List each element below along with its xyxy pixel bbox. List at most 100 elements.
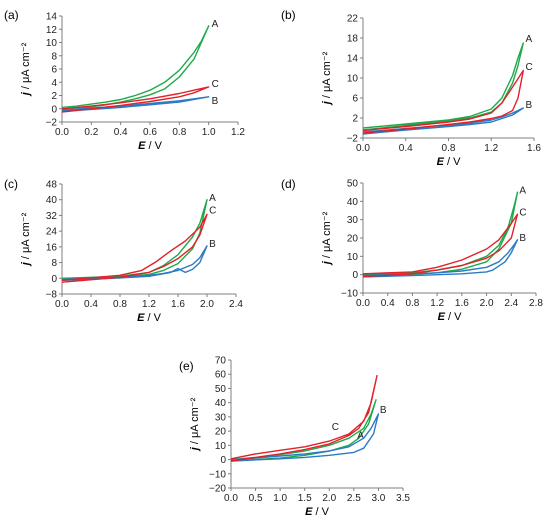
y-tick-label: 0 [220, 455, 226, 466]
series-line-C [61, 213, 208, 283]
y-tick-label: 2 [51, 91, 57, 102]
y-tick-label: 32 [46, 211, 58, 222]
x-tick-label: 0.4 [114, 127, 128, 138]
chart-panel-3: (c) 0.0 0.4 0.8 1.2 1.6 2.0 2.4 −8 0 8 16 24 32 40 48 E … [4, 177, 243, 324]
x-axis-unit: / V [312, 506, 329, 518]
y-tick-label: 2 [352, 114, 358, 125]
y-tick-label: 18 [347, 34, 359, 45]
series-line-B [230, 413, 380, 462]
x-axis-symbol: E [438, 311, 446, 323]
y-axis-symbol: j [20, 261, 32, 267]
x-tick-label: 3.0 [371, 493, 385, 504]
panel-label: (a) [4, 8, 19, 22]
panel-label: (b) [281, 8, 296, 22]
series-label-C: C [209, 206, 216, 217]
x-tick-label: 0.8 [442, 143, 456, 154]
y-axis-unit: / μA cm⁻² [20, 42, 32, 92]
y-axis-symbol: j [189, 446, 201, 452]
x-tick-label: 0.8 [405, 298, 419, 309]
series-label-A: A [212, 19, 219, 30]
y-tick-label: −2 [46, 118, 58, 129]
y-axis-symbol: j [321, 260, 333, 266]
series-label-A: A [357, 430, 364, 441]
y-tick-label: 30 [215, 412, 227, 423]
panel-label: (c) [4, 177, 18, 191]
x-tick-label: 2.8 [529, 298, 543, 309]
x-tick-label: 1.2 [430, 298, 444, 309]
y-tick-label: 60 [215, 370, 227, 381]
y-tick-label: −8 [46, 290, 58, 301]
y-tick-label: 8 [51, 51, 57, 62]
y-tick-label: 24 [46, 227, 58, 238]
x-tick-label: 2.0 [200, 299, 214, 310]
y-tick-label: 10 [347, 74, 359, 85]
series-label-A: A [525, 34, 532, 45]
x-tick-label: 2.5 [347, 493, 361, 504]
y-tick-label: 6 [51, 65, 57, 76]
x-tick-label: 0.0 [224, 493, 238, 504]
series-label-A: A [519, 185, 526, 196]
y-axis-unit: / μA cm⁻² [321, 211, 333, 261]
series-label-B: B [209, 239, 216, 250]
y-axis-symbol: j [321, 100, 333, 106]
x-axis-label: E / V [438, 311, 463, 323]
y-tick-label: 50 [215, 384, 227, 395]
y-tick-label: 20 [215, 427, 227, 438]
y-tick-label: 10 [347, 252, 359, 263]
x-tick-label: 1.0 [273, 493, 287, 504]
y-tick-label: 0 [51, 104, 57, 115]
x-tick-label: 2.4 [229, 299, 243, 310]
y-axis-unit: / μA cm⁻² [189, 397, 201, 447]
y-tick-label: 40 [215, 398, 227, 409]
x-axis-label: E / V [137, 312, 162, 324]
y-tick-label: 10 [215, 441, 227, 452]
x-axis-unit: / V [145, 140, 162, 152]
x-tick-label: 0.2 [84, 127, 98, 138]
series-label-C: C [332, 422, 339, 433]
x-axis-unit: / V [144, 312, 161, 324]
y-axis-label: j / μA cm⁻² [20, 212, 32, 267]
x-tick-label: 1.0 [202, 127, 216, 138]
x-axis-unit: / V [444, 156, 461, 168]
x-tick-label: 0.4 [84, 299, 98, 310]
panel-label: (e) [179, 359, 194, 373]
y-axis-unit: / μA cm⁻² [20, 212, 32, 262]
x-tick-label: 3.5 [396, 493, 410, 504]
y-axis-label: j / μA cm⁻² [321, 51, 333, 106]
y-tick-label: −10 [209, 469, 226, 480]
series-label-B: B [212, 96, 219, 107]
series-line-A [362, 42, 524, 131]
x-axis-label: E / V [305, 506, 330, 518]
x-axis-unit: / V [445, 311, 462, 323]
y-tick-label: 70 [215, 356, 227, 367]
y-tick-label: 20 [347, 234, 359, 245]
x-axis-symbol: E [305, 506, 313, 518]
series-label-C: C [525, 62, 532, 73]
y-tick-label: 22 [347, 14, 359, 25]
panel-label: (d) [281, 177, 296, 191]
chart-panel-1: (a) 0.0 0.2 0.4 0.6 0.8 1.0 1.2 −2 0 2 4 6 8 10 12 14 E /… [4, 8, 245, 152]
x-tick-label: 1.2 [142, 299, 156, 310]
x-tick-label: 0.5 [249, 493, 263, 504]
x-axis-label: E / V [437, 156, 462, 168]
y-tick-label: 0 [352, 270, 358, 281]
series-line-A [61, 199, 208, 281]
series-line-B [362, 239, 519, 278]
y-tick-label: 50 [347, 179, 359, 190]
x-tick-label: 0.0 [55, 127, 69, 138]
x-tick-label: 0.8 [113, 299, 127, 310]
chart-panel-5: (e) 0.0 0.5 1.0 1.5 2.0 2.5 3.0 3.5 −20 −10 0 10 20 30… [179, 356, 410, 519]
y-tick-label: 4 [51, 78, 57, 89]
series-line-C [362, 69, 524, 134]
x-tick-label: 0.0 [55, 299, 69, 310]
y-tick-label: 14 [46, 12, 58, 23]
chart-panel-2: (b) 0.0 0.4 0.8 1.2 1.6 −2 2 6 10 14 18 22 E / V j / μ… [281, 8, 541, 168]
y-tick-label: −20 [209, 484, 226, 495]
series-label-C: C [519, 207, 526, 218]
y-tick-label: −10 [341, 289, 358, 300]
x-tick-label: 0.4 [399, 143, 413, 154]
x-tick-label: 2.0 [322, 493, 336, 504]
x-tick-label: 0.0 [356, 298, 370, 309]
